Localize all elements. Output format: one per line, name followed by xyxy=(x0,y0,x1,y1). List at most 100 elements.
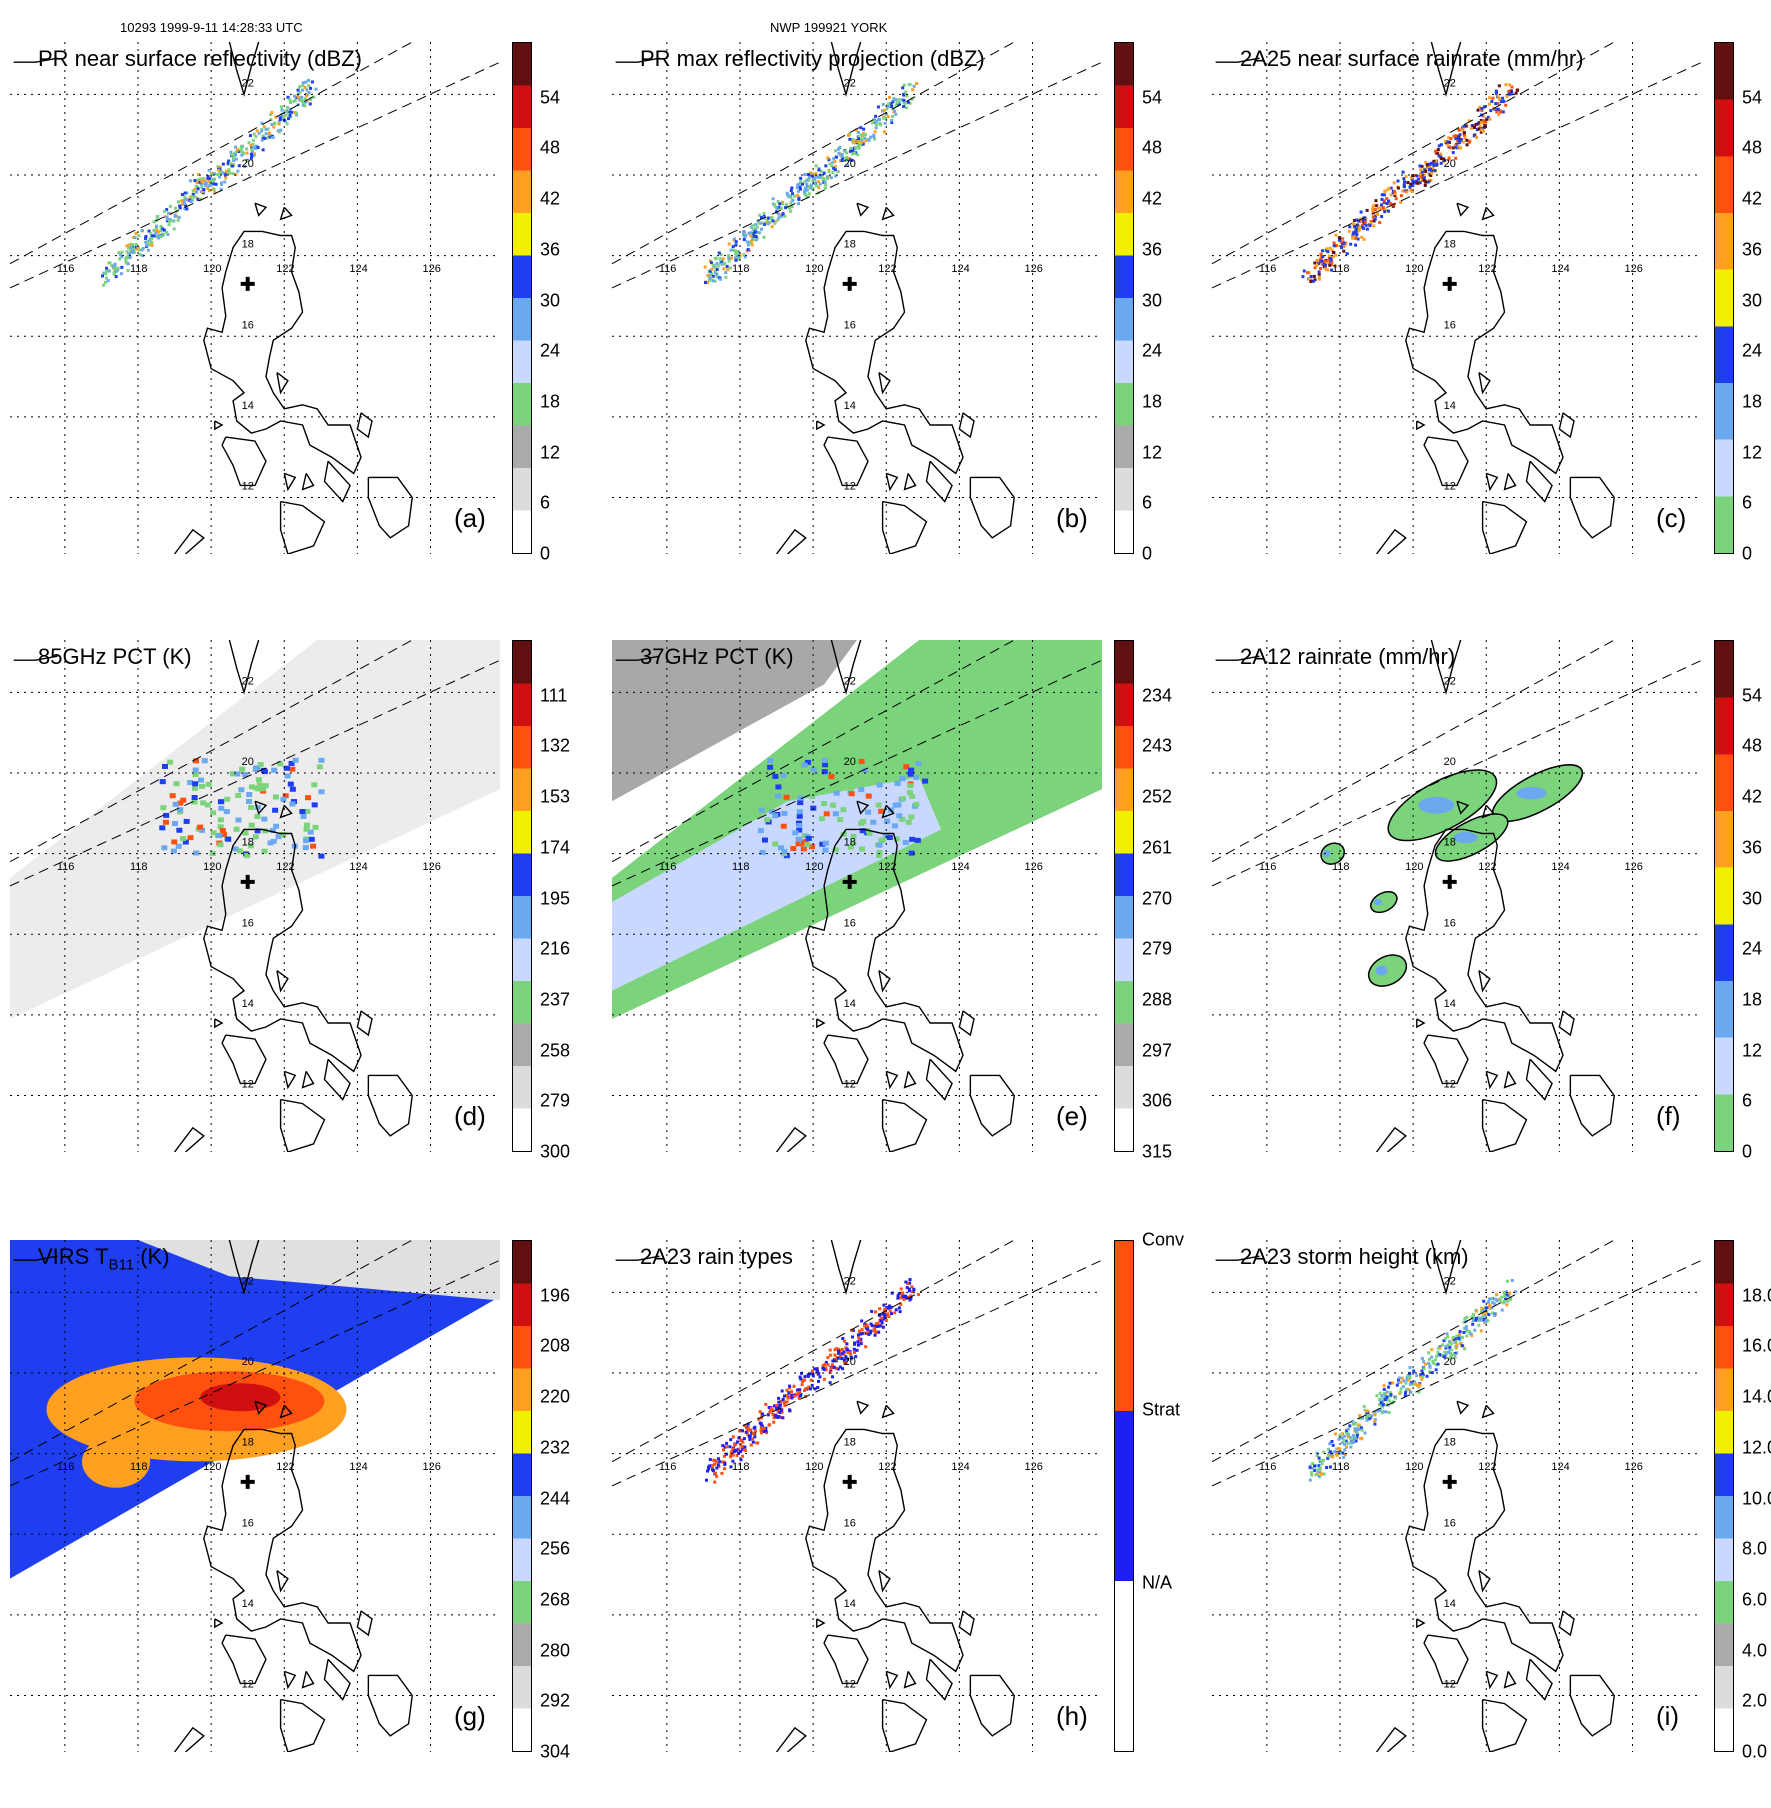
rain-pixel xyxy=(1380,193,1384,197)
rain-pixel xyxy=(1382,1397,1386,1401)
rain-pixel xyxy=(1401,170,1405,174)
rain-pixel xyxy=(878,123,882,127)
rain-pixel xyxy=(178,206,182,210)
rain-pixel xyxy=(751,1440,755,1444)
rain-pixel xyxy=(881,1312,885,1316)
brightness-pixel xyxy=(224,796,231,802)
rain-pixel xyxy=(817,168,821,172)
rain-pixel xyxy=(800,1383,804,1387)
rain-pixel xyxy=(742,233,746,237)
colorbar-tick-label: 111 xyxy=(540,685,568,706)
latitude-label: 20 xyxy=(1444,1356,1456,1368)
longitude-label: 126 xyxy=(423,861,441,873)
brightness-pixel xyxy=(757,828,764,834)
brightness-pixel xyxy=(267,840,274,846)
rain-pixel xyxy=(851,137,855,141)
rain-pixel xyxy=(864,139,868,143)
rain-pixel xyxy=(1357,228,1361,232)
rain-pixel xyxy=(722,1454,726,1458)
rain-pixel xyxy=(231,171,235,175)
coastline xyxy=(1478,970,1491,993)
rain-pixel xyxy=(723,1445,727,1449)
rain-pixel xyxy=(1330,268,1334,272)
rain-pixel xyxy=(818,1375,822,1379)
brightness-pixel xyxy=(288,760,295,766)
rain-pixel xyxy=(1451,151,1455,155)
panel-title: 85GHz PCT (K) xyxy=(38,644,192,670)
rain-pixel xyxy=(1446,1350,1450,1354)
rain-pixel xyxy=(1490,99,1494,103)
brightness-pixel xyxy=(255,777,262,783)
longitude-label: 122 xyxy=(878,1461,896,1473)
rain-pixel xyxy=(1395,1383,1399,1387)
rain-pixel xyxy=(1399,194,1403,198)
rain-pixel xyxy=(1464,124,1468,128)
rain-pixel xyxy=(710,267,714,271)
rain-pixel xyxy=(757,221,761,225)
swath-edge-line xyxy=(612,1259,1102,1487)
brightness-pixel xyxy=(217,842,224,848)
rain-pixel xyxy=(719,261,723,265)
coastline xyxy=(323,1658,351,1701)
brightness-pixel xyxy=(229,771,236,777)
rain-pixel xyxy=(908,1278,912,1282)
coastline xyxy=(823,436,869,487)
rain-pixel xyxy=(704,1478,708,1482)
rain-pixel xyxy=(752,238,756,242)
rain-pixel xyxy=(752,234,756,238)
coastline xyxy=(203,230,362,475)
rain-pixel xyxy=(906,100,910,104)
brightness-pixel xyxy=(311,782,318,788)
rain-pixel xyxy=(1428,164,1432,168)
rain-pixel xyxy=(1341,1441,1345,1445)
longitude-label: 122 xyxy=(878,263,896,275)
rain-pixel xyxy=(190,195,194,199)
rain-pixel xyxy=(1501,96,1505,100)
longitude-label: 118 xyxy=(732,861,750,873)
rain-pixel xyxy=(803,1375,807,1379)
longitude-label: 118 xyxy=(732,1461,750,1473)
rain-pixel xyxy=(1418,173,1422,177)
rain-pixel xyxy=(1346,1427,1350,1431)
rain-pixel xyxy=(838,1365,842,1369)
latitude-label: 22 xyxy=(242,77,254,89)
rain-pixel xyxy=(759,1428,763,1432)
rain-pixel xyxy=(1446,140,1450,144)
rain-pixel xyxy=(1434,149,1438,153)
rain-pixel xyxy=(1483,124,1487,128)
colorbar xyxy=(1114,42,1134,554)
rain-pixel xyxy=(185,197,189,201)
rain-pixel xyxy=(807,178,811,182)
rain-pixel xyxy=(218,165,222,169)
latitude-label: 18 xyxy=(1444,837,1456,849)
rain-pixel xyxy=(887,1304,891,1308)
rain-pixel xyxy=(749,1428,753,1432)
rain-pixel xyxy=(735,1440,739,1444)
rain-pixel xyxy=(1379,1401,1383,1405)
rain-pixel xyxy=(1326,1456,1330,1460)
rain-pixel xyxy=(1325,1465,1329,1469)
brightness-pixel xyxy=(284,773,291,779)
rain-pixel xyxy=(792,194,796,198)
rain-pixel xyxy=(237,149,241,153)
colorbar-tick-label: 237 xyxy=(540,989,571,1010)
rain-pixel xyxy=(710,1464,714,1468)
rain-pixel xyxy=(1448,1345,1452,1349)
rain-pixel xyxy=(140,248,144,252)
rain-pixel xyxy=(1454,1340,1458,1344)
rain-pixel xyxy=(832,1359,836,1363)
rain-pixel xyxy=(127,252,131,256)
longitude-label: 124 xyxy=(349,263,367,275)
rain-pixel xyxy=(188,196,192,200)
rain-pixel xyxy=(777,1400,781,1404)
rain-pixel xyxy=(1346,1442,1350,1446)
rain-pixel xyxy=(703,280,707,284)
rain-pixel xyxy=(278,117,282,121)
brightness-pixel xyxy=(177,807,184,813)
rain-pixel xyxy=(128,249,132,253)
rain-pixel xyxy=(1381,1403,1385,1407)
rain-pixel xyxy=(218,171,222,175)
rain-pixel xyxy=(180,193,184,197)
header-storm-name: NWP 199921 YORK xyxy=(770,20,888,35)
rain-pixel xyxy=(1411,184,1415,188)
